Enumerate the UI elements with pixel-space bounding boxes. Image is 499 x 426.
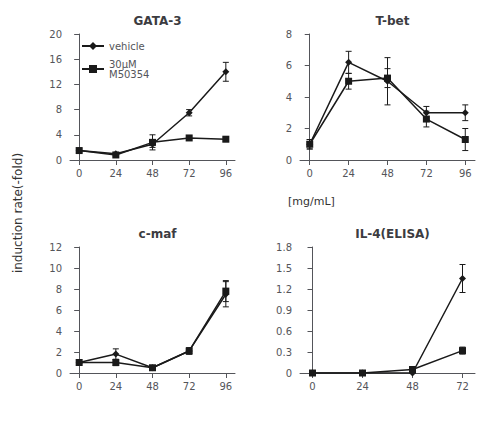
svg-text:vehicle: vehicle (109, 41, 145, 52)
svg-text:0.9: 0.9 (276, 305, 292, 316)
svg-text:72: 72 (183, 381, 196, 392)
svg-text:0: 0 (309, 381, 315, 392)
svg-text:0.6: 0.6 (276, 326, 292, 337)
svg-text:48: 48 (146, 168, 159, 179)
svg-text:72: 72 (456, 381, 469, 392)
svg-text:0: 0 (286, 368, 292, 379)
svg-text:24: 24 (356, 381, 369, 392)
svg-text:2: 2 (286, 123, 292, 134)
svg-text:1.5: 1.5 (276, 263, 292, 274)
svg-text:24: 24 (109, 168, 122, 179)
svg-text:0: 0 (56, 155, 62, 166)
svg-text:30μM: 30μM (109, 58, 137, 70)
svg-text:4: 4 (286, 92, 292, 103)
svg-text:GATA-3: GATA-3 (133, 14, 181, 28)
svg-text:4: 4 (56, 129, 62, 140)
svg-text:6: 6 (56, 305, 62, 316)
svg-text:48: 48 (146, 381, 159, 392)
svg-text:8: 8 (56, 104, 62, 115)
svg-text:72: 72 (420, 168, 433, 179)
svg-text:8: 8 (56, 284, 62, 295)
svg-text:4: 4 (56, 326, 62, 337)
svg-text:10: 10 (49, 263, 62, 274)
svg-text:T-bet: T-bet (376, 14, 410, 28)
svg-text:0: 0 (56, 368, 62, 379)
svg-text:72: 72 (183, 168, 196, 179)
svg-text:0: 0 (76, 168, 82, 179)
svg-text:[mg/mL]: [mg/mL] (288, 195, 335, 208)
svg-text:0: 0 (307, 168, 313, 179)
svg-text:8: 8 (286, 29, 292, 40)
svg-text:induction rate(-fold): induction rate(-fold) (11, 153, 25, 273)
svg-text:IL-4(ELISA): IL-4(ELISA) (355, 227, 430, 241)
svg-text:2: 2 (56, 347, 62, 358)
svg-text:12: 12 (49, 79, 62, 90)
svg-text:12: 12 (49, 242, 62, 253)
svg-text:0: 0 (286, 155, 292, 166)
svg-text:16: 16 (49, 54, 62, 65)
svg-text:0: 0 (76, 381, 82, 392)
svg-text:1.8: 1.8 (276, 242, 292, 253)
svg-text:96: 96 (219, 381, 232, 392)
svg-text:0.3: 0.3 (276, 347, 292, 358)
svg-text:20: 20 (49, 29, 62, 40)
svg-text:96: 96 (219, 168, 232, 179)
svg-text:24: 24 (342, 168, 355, 179)
svg-text:c-maf: c-maf (139, 227, 178, 241)
svg-text:48: 48 (406, 381, 419, 392)
svg-text:1.2: 1.2 (276, 284, 292, 295)
svg-text:96: 96 (459, 168, 472, 179)
svg-text:48: 48 (381, 168, 394, 179)
svg-text:24: 24 (109, 381, 122, 392)
svg-text:6: 6 (286, 60, 292, 71)
svg-text:M50354: M50354 (109, 69, 149, 80)
